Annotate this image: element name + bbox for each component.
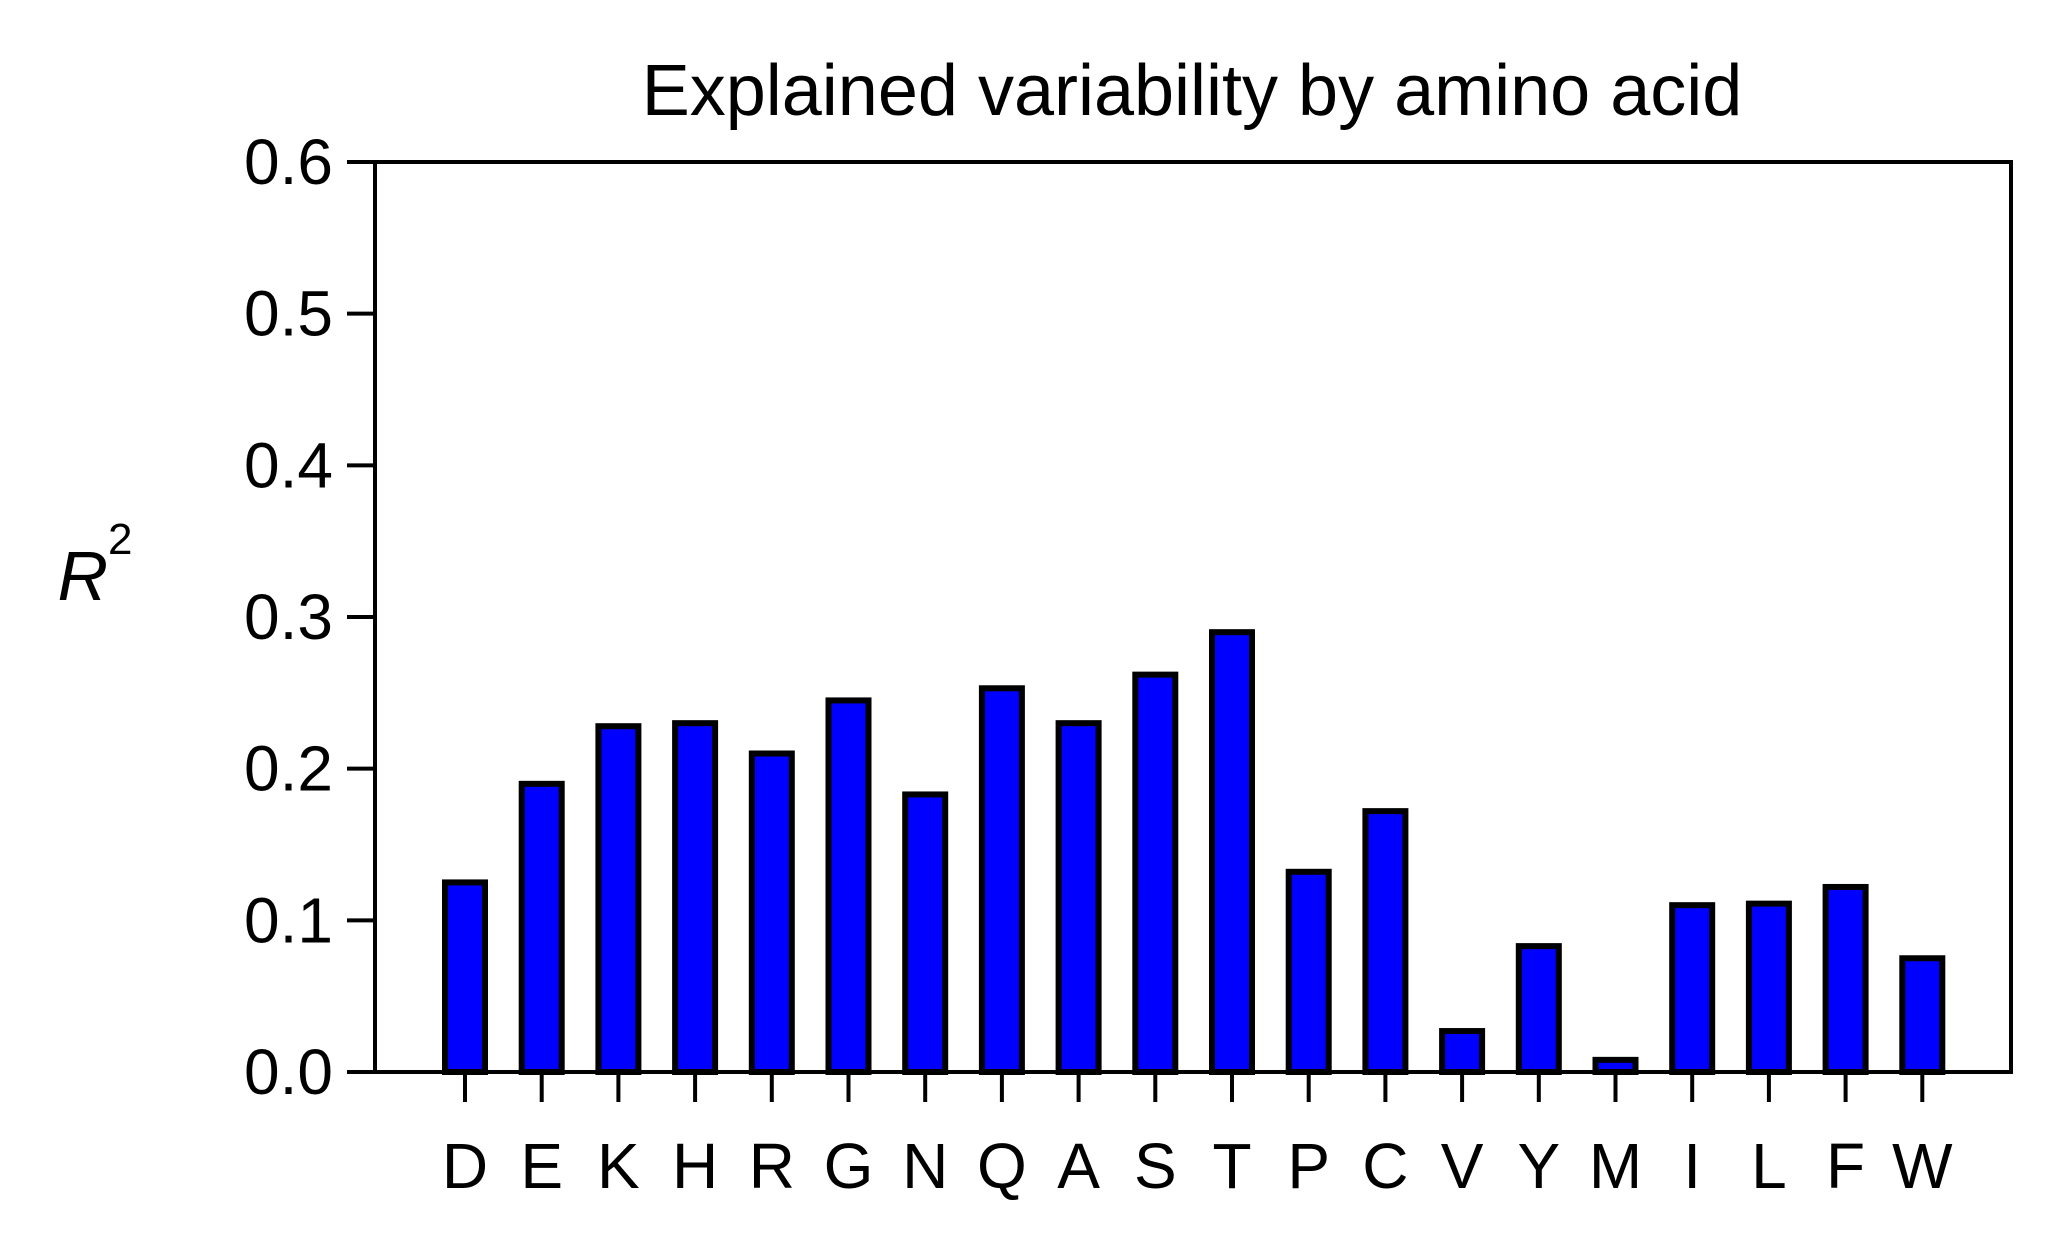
- x-tick-label-L: L: [1751, 1130, 1787, 1202]
- bar-Y: [1515, 943, 1562, 1075]
- x-tick-label-S: S: [1134, 1130, 1177, 1202]
- bar-Q: [978, 685, 1025, 1075]
- y-axis: 0.0 0.1 0.2 0.3 0.4 0.5 0.6: [244, 126, 375, 1108]
- x-tick-label-Q: Q: [977, 1130, 1027, 1202]
- x-tick-label-Y: Y: [1517, 1130, 1560, 1202]
- y-tick-label: 0.5: [244, 278, 333, 350]
- x-tick-label-R: R: [749, 1130, 795, 1202]
- bar-F: [1822, 883, 1869, 1076]
- bar-R: [748, 750, 795, 1075]
- y-axis-label-main: R: [57, 537, 108, 615]
- x-tick-label-K: K: [597, 1130, 640, 1202]
- x-tick-label-N: N: [902, 1130, 948, 1202]
- x-tick-label-D: D: [442, 1130, 488, 1202]
- x-tick-label-I: I: [1683, 1130, 1701, 1202]
- x-tick-label-E: E: [520, 1130, 563, 1202]
- bar-W: [1899, 955, 1946, 1075]
- bar-D: [442, 879, 488, 1076]
- bar-V: [1439, 1028, 1486, 1076]
- x-tick-label-G: G: [824, 1130, 874, 1202]
- bar-L: [1745, 900, 1792, 1076]
- bar-G: [825, 697, 872, 1076]
- bar-C: [1362, 808, 1409, 1076]
- y-tick-label: 0.1: [244, 884, 333, 956]
- bar-A: [1055, 720, 1102, 1076]
- bar-E: [518, 780, 565, 1075]
- x-tick-label-W: W: [1892, 1130, 1953, 1202]
- bar-P: [1285, 868, 1332, 1075]
- y-tick-label: 0.6: [244, 126, 333, 198]
- chart-title: Explained variability by amino acid: [642, 51, 1743, 131]
- y-axis-label: R2: [57, 515, 132, 615]
- y-tick-label: 0.3: [244, 581, 333, 653]
- x-tick-label-M: M: [1589, 1130, 1642, 1202]
- y-axis-label-superscript: 2: [108, 515, 132, 564]
- y-tick-label: 0.4: [244, 429, 333, 501]
- x-tick-label-P: P: [1287, 1130, 1330, 1202]
- x-tick-label-V: V: [1441, 1130, 1484, 1202]
- bar-series: [442, 629, 1946, 1076]
- bar-T: [1209, 629, 1255, 1076]
- bar-H: [672, 720, 719, 1076]
- bar-N: [902, 791, 949, 1075]
- x-tick-label-A: A: [1057, 1130, 1100, 1202]
- bar-S: [1132, 671, 1179, 1076]
- bar-K: [595, 723, 642, 1075]
- x-tick-label-C: C: [1362, 1130, 1408, 1202]
- y-tick-label: 0.0: [244, 1036, 333, 1108]
- x-tick-label-T: T: [1212, 1130, 1251, 1202]
- x-tick-label-F: F: [1826, 1130, 1865, 1202]
- x-tick-label-H: H: [672, 1130, 718, 1202]
- y-tick-label: 0.2: [244, 733, 333, 805]
- bar-I: [1669, 902, 1716, 1076]
- plot-frame: [373, 160, 2013, 1074]
